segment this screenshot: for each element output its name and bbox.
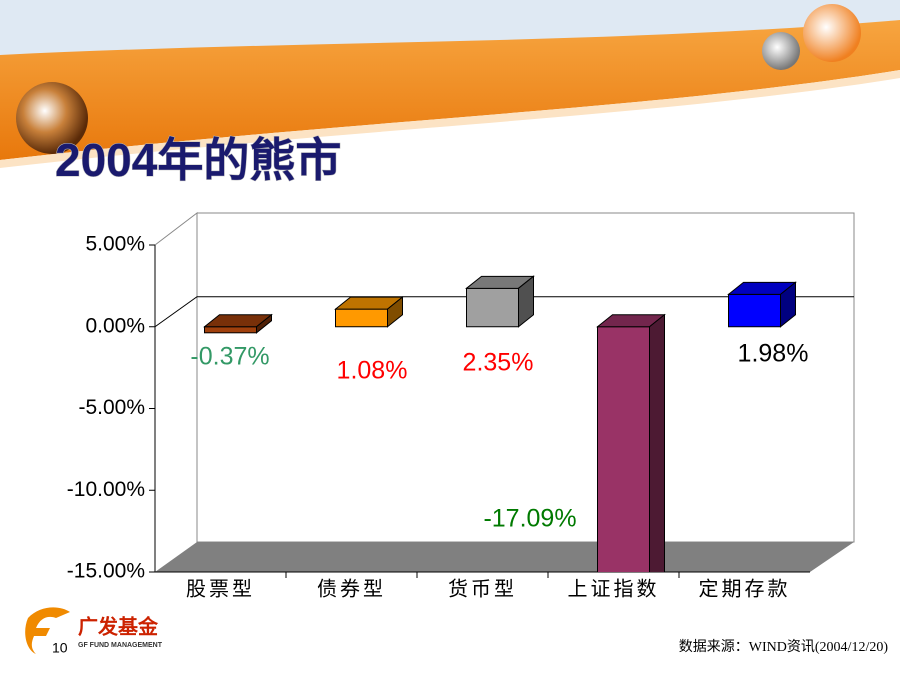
x-tick-label: 债券型 [317, 577, 386, 600]
x-tick-label: 上证指数 [568, 577, 660, 600]
bars [203, 275, 797, 572]
bar [204, 326, 257, 334]
value-label: 2.35% [463, 349, 534, 377]
header-decoration [0, 0, 900, 168]
zero-line [154, 296, 854, 328]
page-number: 10 [52, 640, 68, 656]
logo: 广发基金 GF FUND MANAGEMENT [25, 607, 163, 654]
x-tick-label: 货币型 [448, 577, 517, 600]
chart: 5.00% 0.00% -5.00% -10.00% -15.00% -0.37% 股票型 1… [67, 211, 855, 600]
value-label: -0.37% [190, 343, 269, 371]
value-label: 1.98% [738, 340, 809, 368]
x-tick-label: 定期存款 [699, 577, 791, 600]
bar [466, 287, 519, 328]
bar [728, 293, 781, 328]
y-tick-label: -5.00% [78, 396, 145, 419]
bar-side [387, 296, 403, 328]
logo-name: 广发基金 [78, 614, 159, 638]
y-tick-label: -10.00% [67, 478, 145, 501]
floor [155, 542, 854, 572]
bar-side [780, 281, 796, 328]
x-tick-label: 股票型 [186, 577, 255, 600]
bar-side [518, 275, 534, 328]
y-tick-label: 5.00% [85, 233, 145, 256]
y-tick-label: 0.00% [85, 314, 145, 337]
bar [335, 308, 388, 328]
slide-title: 2004年的熊市 [55, 134, 341, 186]
bar-side [256, 313, 272, 334]
y-tick-label: -15.00% [67, 560, 145, 583]
value-label: 1.08% [337, 357, 408, 385]
logo-subtitle: GF FUND MANAGEMENT [78, 642, 163, 649]
bar [597, 326, 650, 572]
source-note: 数据来源：WIND资讯(2004/12/20) [679, 639, 889, 655]
bar-side [649, 313, 665, 572]
back-wall [154, 211, 855, 543]
value-label: -17.09% [483, 505, 576, 533]
